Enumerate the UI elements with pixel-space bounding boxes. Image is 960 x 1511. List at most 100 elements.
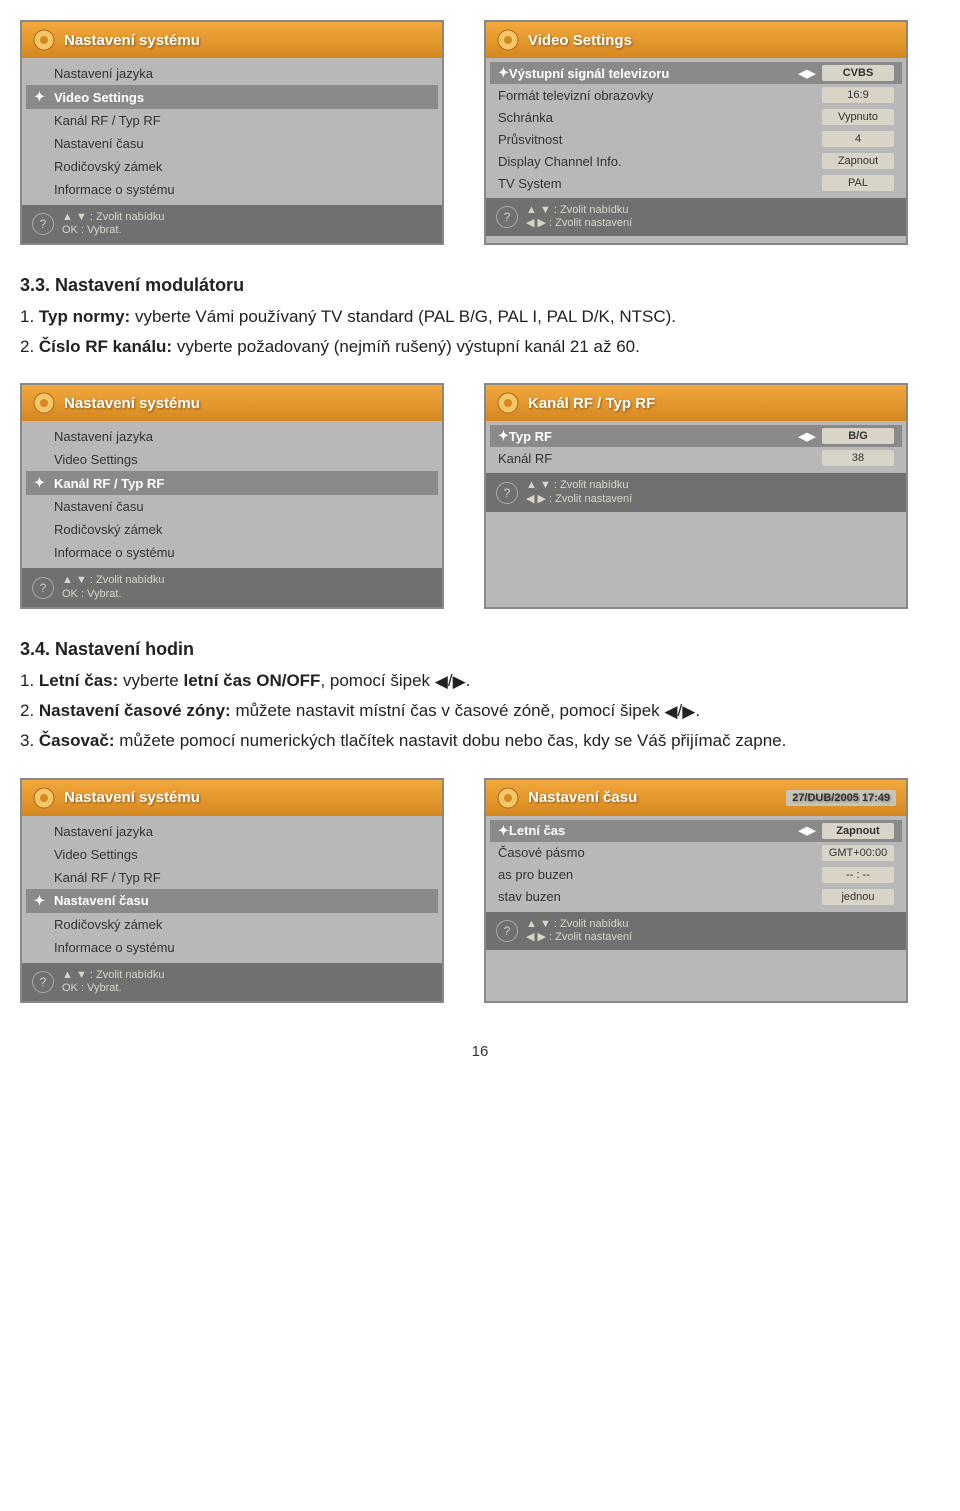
menu-item[interactable]: Rodičovský zámek: [26, 155, 438, 178]
panel-header: Nastavení systému: [22, 780, 442, 816]
panel-title: Nastavení systému: [64, 395, 200, 412]
panel-header: Video Settings: [486, 22, 906, 58]
menu-item-label: Rodičovský zámek: [54, 522, 162, 537]
panel-header: Nastavení systému: [22, 22, 442, 58]
menu-item-label: Nastavení jazyka: [54, 429, 153, 444]
settings-row[interactable]: SchránkaVypnuto: [490, 106, 902, 128]
menu-item[interactable]: Video Settings: [26, 448, 438, 471]
hint-line: ▲ ▼ : Zvolit nabídku: [526, 204, 632, 217]
gear-icon: [32, 786, 56, 810]
paragraph: 1. Letní čas: vyberte letní čas ON/OFF, …: [20, 668, 940, 694]
menu-item-label: Rodičovský zámek: [54, 917, 162, 932]
gear-icon: [496, 28, 520, 52]
text-fragment-bold: Nastavení časové zóny:: [39, 701, 231, 720]
left-triangle-icon: ◀: [435, 669, 448, 695]
menu-item[interactable]: Informace o systému: [26, 541, 438, 564]
panel-hint: ? ▲ ▼ : Zvolit nabídku OK : Vybrat.: [22, 963, 442, 1001]
settings-value: 16:9: [822, 87, 894, 103]
settings-row[interactable]: Formát televizní obrazovky16:9: [490, 84, 902, 106]
settings-row[interactable]: Kanál RF38: [490, 447, 902, 469]
panel-hint: ? ▲ ▼ : Zvolit nabídku OK : Vybrat.: [22, 568, 442, 606]
menu-item[interactable]: Kanál RF / Typ RF: [26, 866, 438, 889]
settings-list: ✦Výstupní signál televizoru◀▶CVBS Formát…: [486, 58, 906, 198]
settings-label: Kanál RF: [498, 451, 822, 466]
screenshot-row-3: Nastavení systému Nastavení jazyka Video…: [20, 778, 940, 1003]
menu-item[interactable]: ✦Nastavení času: [26, 889, 438, 913]
panel-header: Kanál RF / Typ RF: [486, 385, 906, 421]
menu-item[interactable]: Nastavení času: [26, 495, 438, 518]
settings-value: jednou: [822, 889, 894, 905]
settings-value: 4: [822, 131, 894, 147]
hint-line: ▲ ▼ : Zvolit nabídku: [526, 479, 632, 492]
panel-hint: ? ▲ ▼ : Zvolit nabídku OK : Vybrat.: [22, 205, 442, 243]
menu-item[interactable]: Nastavení jazyka: [26, 425, 438, 448]
menu-item-label: Kanál RF / Typ RF: [54, 113, 161, 128]
heading-3-3: 3.3. Nastavení modulátoru: [20, 275, 940, 296]
settings-value: Zapnout: [822, 153, 894, 169]
right-triangle-icon: ▶: [682, 699, 695, 725]
panel-title: Video Settings: [528, 32, 632, 49]
settings-row[interactable]: ✦Letní čas◀▶Zapnout: [490, 820, 902, 842]
menu-item[interactable]: Informace o systému: [26, 936, 438, 959]
text-fragment: 3.: [20, 731, 39, 750]
menu-item[interactable]: Informace o systému: [26, 178, 438, 201]
hint-line: ▲ ▼ : Zvolit nabídku: [526, 918, 632, 931]
gear-icon: [496, 786, 520, 810]
page-number: 16: [20, 1043, 940, 1060]
settings-label: TV System: [498, 176, 822, 191]
menu-item-label: Informace o systému: [54, 940, 175, 955]
help-icon: ?: [32, 213, 54, 235]
menu-item-label: Kanál RF / Typ RF: [54, 870, 161, 885]
help-icon: ?: [32, 971, 54, 993]
menu-item-label: Video Settings: [54, 90, 144, 105]
text-fragment: 1.: [20, 307, 39, 326]
gear-icon: [32, 28, 56, 52]
text-fragment: 2.: [20, 701, 39, 720]
settings-row[interactable]: ✦Typ RF◀▶B/G: [490, 425, 902, 447]
hint-line: ◀ ▶ : Zvolit nastavení: [526, 931, 632, 944]
menu-item[interactable]: Nastavení jazyka: [26, 62, 438, 85]
settings-row[interactable]: Průsvitnost4: [490, 128, 902, 150]
gear-icon: [32, 391, 56, 415]
text-fragment-bold: Číslo RF kanálu:: [39, 337, 172, 356]
settings-row[interactable]: Display Channel Info.Zapnout: [490, 150, 902, 172]
settings-label: Letní čas: [509, 823, 792, 838]
panel-title: Nastavení systému: [64, 32, 200, 49]
menu-item[interactable]: Rodičovský zámek: [26, 518, 438, 541]
settings-row[interactable]: TV SystemPAL: [490, 172, 902, 194]
panel-system-menu-2: Nastavení systému Nastavení jazyka Video…: [20, 383, 444, 608]
panel-title: Nastavení času: [528, 789, 637, 806]
text-fragment-bold: Časovač:: [39, 731, 115, 750]
panel-hint: ? ▲ ▼ : Zvolit nabídku ◀ ▶ : Zvolit nast…: [486, 473, 906, 511]
menu-item[interactable]: Kanál RF / Typ RF: [26, 109, 438, 132]
menu-item[interactable]: Rodičovský zámek: [26, 913, 438, 936]
paragraph: 2. Číslo RF kanálu: vyberte požadovaný (…: [20, 334, 940, 360]
text-fragment-bold: letní čas ON/OFF: [183, 671, 320, 690]
right-triangle-icon: ▶: [453, 669, 466, 695]
settings-label: Časové pásmo: [498, 845, 822, 860]
settings-label: Formát televizní obrazovky: [498, 88, 822, 103]
selection-marker-icon: ✦: [34, 475, 48, 491]
panel-system-menu-3: Nastavení systému Nastavení jazyka Video…: [20, 778, 444, 1003]
settings-row[interactable]: Časové pásmoGMT+00:00: [490, 842, 902, 864]
settings-value: GMT+00:00: [822, 845, 894, 861]
settings-row[interactable]: ✦Výstupní signál televizoru◀▶CVBS: [490, 62, 902, 84]
menu-item[interactable]: ✦Video Settings: [26, 85, 438, 109]
settings-value: Zapnout: [822, 823, 894, 839]
hint-line: ▲ ▼ : Zvolit nabídku: [62, 969, 164, 982]
panel-header: Nastavení času 27/DUB/2005 17:49: [486, 780, 906, 816]
menu-item[interactable]: Video Settings: [26, 843, 438, 866]
left-right-arrows-icon: ◀▶: [792, 824, 822, 837]
panel-rf-type: Kanál RF / Typ RF ✦Typ RF◀▶B/G Kanál RF3…: [484, 383, 908, 608]
left-triangle-icon: ◀: [664, 699, 677, 725]
menu-item[interactable]: Nastavení jazyka: [26, 820, 438, 843]
settings-row[interactable]: stav buzenjednou: [490, 886, 902, 908]
settings-label: Průsvitnost: [498, 132, 822, 147]
menu-item-label: Informace o systému: [54, 182, 175, 197]
menu-item[interactable]: Nastavení času: [26, 132, 438, 155]
menu-item[interactable]: ✦Kanál RF / Typ RF: [26, 471, 438, 495]
settings-label: Display Channel Info.: [498, 154, 822, 169]
hint-line: OK : Vybrat.: [62, 588, 164, 601]
settings-row[interactable]: as pro buzen-- : --: [490, 864, 902, 886]
hint-line: ▲ ▼ : Zvolit nabídku: [62, 574, 164, 587]
